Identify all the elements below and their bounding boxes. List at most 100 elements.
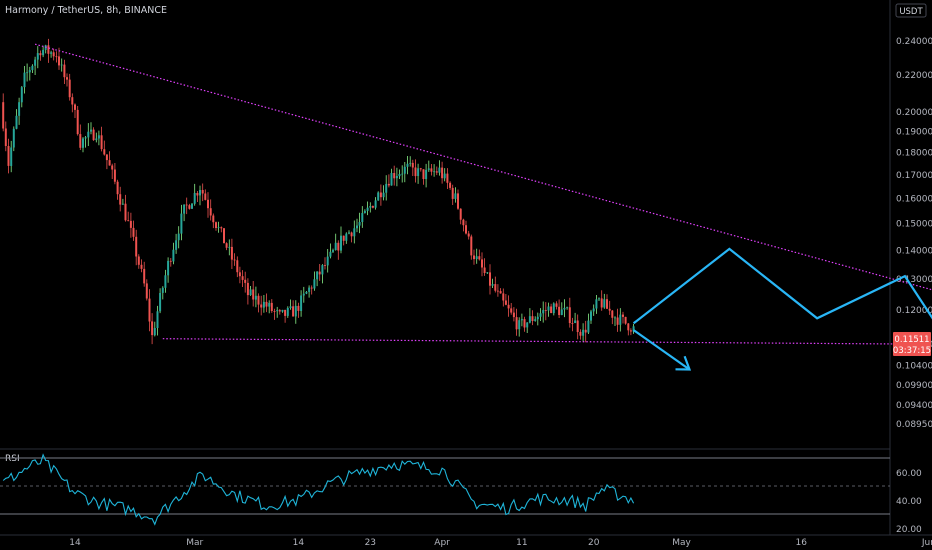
rsi-line (2, 453, 635, 526)
candle (204, 189, 207, 201)
candle (379, 184, 382, 206)
currency-button[interactable]: USDT (895, 3, 927, 18)
candle (619, 308, 622, 332)
candle (289, 299, 292, 310)
y-tick-label: 0.17000 (896, 171, 932, 181)
candle (462, 218, 465, 232)
candle (145, 279, 148, 301)
candle (515, 308, 518, 336)
candle (50, 50, 53, 58)
candle (348, 230, 350, 235)
candle (193, 183, 196, 206)
candle (164, 269, 167, 293)
candle (603, 293, 606, 309)
candle (246, 278, 249, 305)
candle (36, 46, 39, 69)
candle (334, 233, 337, 251)
candle (236, 256, 239, 278)
candle (230, 238, 233, 269)
candle (579, 329, 582, 340)
x-tick-label: 14 (293, 538, 305, 548)
candle (121, 198, 124, 205)
candle (12, 126, 15, 152)
candle (249, 286, 252, 296)
candle (350, 231, 353, 243)
candle (318, 264, 321, 281)
candle (180, 204, 183, 241)
candle (47, 38, 50, 63)
candle (241, 270, 244, 287)
candle (590, 309, 592, 324)
candle (332, 248, 334, 253)
candle (502, 288, 505, 307)
candle (225, 242, 228, 251)
candle (560, 302, 563, 316)
candle (297, 302, 300, 318)
y-tick-label: 0.24000 (896, 37, 932, 47)
candle (622, 311, 624, 324)
candle (278, 309, 281, 315)
candle (270, 299, 273, 313)
candle (284, 309, 287, 323)
candle (116, 179, 119, 200)
candle (629, 328, 632, 336)
candle (363, 209, 366, 214)
candle (558, 299, 561, 318)
candle (595, 295, 598, 314)
x-tick-label: Mar (186, 538, 203, 548)
candle (483, 258, 486, 276)
candle (489, 264, 491, 295)
candle (329, 243, 332, 259)
x-tick-label: 23 (365, 538, 376, 548)
candle (574, 312, 577, 324)
y-tick-label: 0.19000 (896, 128, 932, 138)
candle (478, 249, 481, 261)
candle (449, 181, 452, 190)
candle (185, 197, 188, 215)
candle (531, 310, 534, 326)
candle (254, 286, 257, 308)
candle (39, 50, 42, 61)
candle (177, 226, 180, 249)
x-tick-label: 14 (69, 538, 81, 548)
chart-title: Harmony / TetherUS, 8h, BINANCE (5, 5, 167, 16)
candle (310, 285, 313, 295)
candle (153, 321, 156, 337)
candle (398, 169, 401, 179)
y-tick-label: 0.12000 (896, 306, 932, 316)
candle (340, 226, 342, 254)
candle (614, 316, 616, 326)
candle (66, 73, 68, 87)
candle (324, 257, 326, 270)
candle (584, 320, 587, 343)
time-axis[interactable]: 14Mar1423Apr1120May16Jun1322Jul (69, 538, 932, 548)
candle (345, 232, 348, 244)
candle (111, 163, 114, 179)
candle (576, 314, 579, 340)
candle (539, 308, 542, 321)
candle (358, 212, 361, 234)
candle (191, 203, 193, 209)
candle (608, 300, 611, 315)
candle (414, 159, 417, 183)
candle (409, 156, 412, 167)
candle (26, 63, 29, 82)
candle (438, 160, 441, 176)
candle (132, 220, 135, 241)
candle (71, 93, 74, 113)
y-tick-label: 0.09900 (896, 381, 932, 391)
candle (268, 300, 271, 314)
candle (571, 317, 574, 332)
candle (526, 322, 529, 333)
candle (507, 295, 510, 317)
currency-label: USDT (899, 7, 923, 17)
resistance-trendline (34, 43, 932, 291)
candle (292, 300, 295, 317)
candle (321, 264, 324, 284)
candle (273, 308, 276, 320)
candle (632, 323, 635, 334)
candle (23, 66, 26, 94)
candle (512, 307, 515, 322)
